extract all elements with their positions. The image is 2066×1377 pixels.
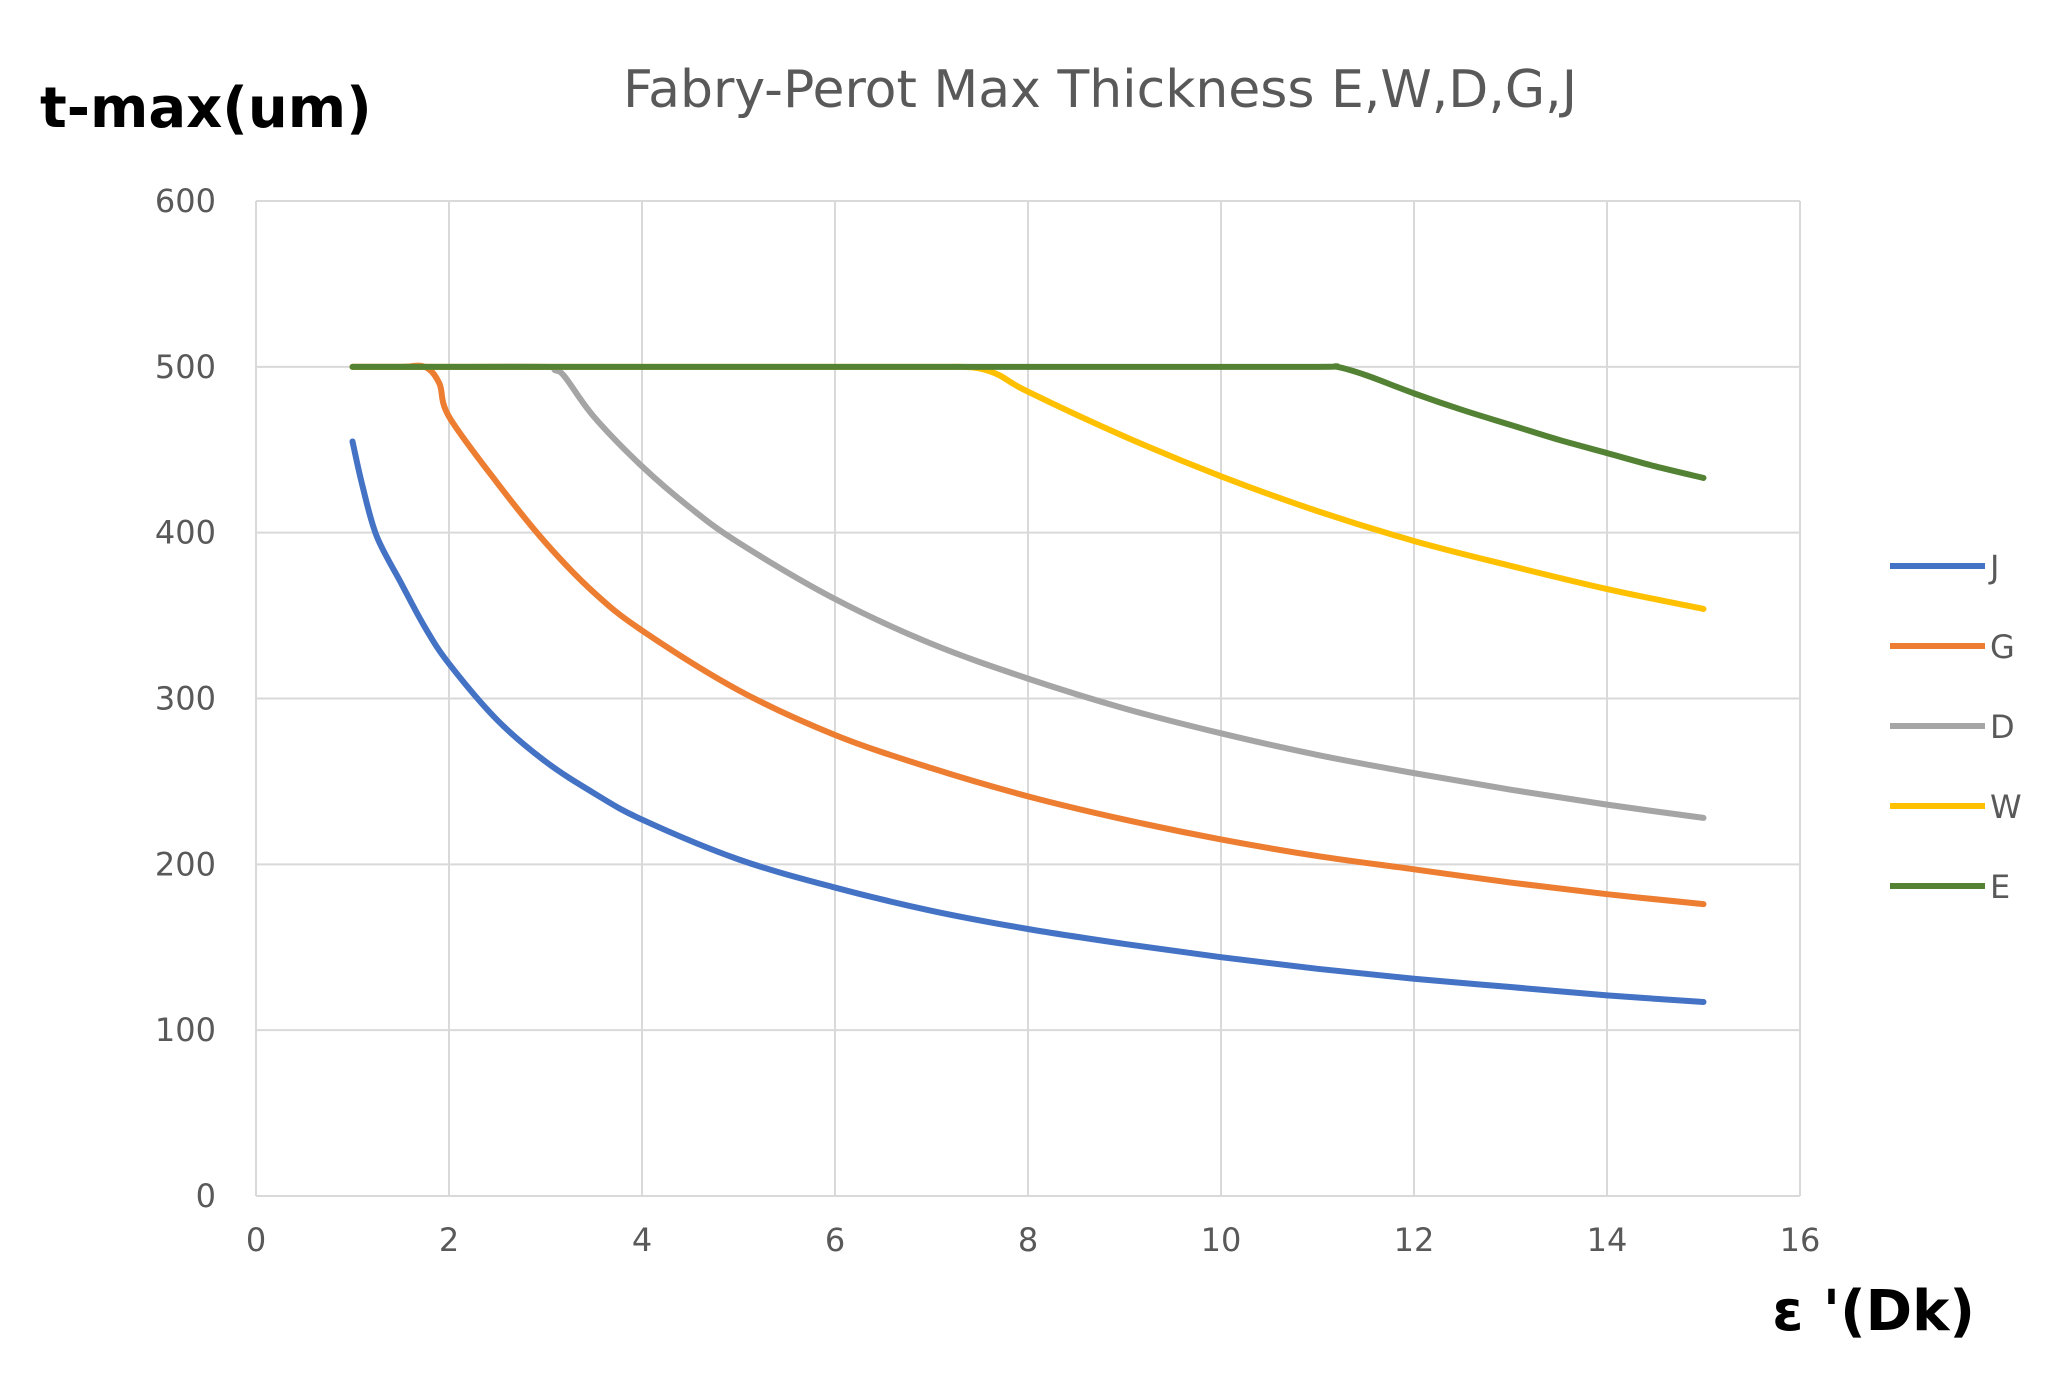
y-axis-label: t-max(um) bbox=[40, 76, 372, 141]
x-tick-label: 16 bbox=[1780, 1221, 1821, 1259]
series-line-D bbox=[349, 363, 1707, 821]
chart-title: Fabry-Perot Max Thickness E,W,D,G,J bbox=[623, 60, 1577, 120]
legend-label-J: J bbox=[1988, 548, 1999, 586]
series-line-E bbox=[349, 363, 1707, 481]
legend-label-D: D bbox=[1990, 708, 2015, 746]
y-tick-label: 200 bbox=[155, 845, 216, 883]
legend-label-G: G bbox=[1990, 628, 2015, 666]
legend-label-W: W bbox=[1990, 788, 2022, 826]
x-tick-label: 4 bbox=[632, 1221, 652, 1259]
legend: J G D W E bbox=[1890, 548, 2022, 906]
legend-label-E: E bbox=[1990, 868, 2010, 906]
series-line-J bbox=[349, 438, 1707, 1005]
series-lines bbox=[349, 362, 1707, 1005]
y-tick-label: 100 bbox=[155, 1011, 216, 1049]
y-tick-label: 300 bbox=[155, 680, 216, 718]
x-tick-label: 0 bbox=[246, 1221, 266, 1259]
y-tick-label: 500 bbox=[155, 348, 216, 386]
y-tick-label: 600 bbox=[155, 182, 216, 220]
x-axis-ticks: 0 2 4 6 8 10 12 14 16 bbox=[246, 1221, 1821, 1259]
x-tick-label: 2 bbox=[439, 1221, 459, 1259]
x-tick-label: 6 bbox=[825, 1221, 845, 1259]
x-tick-label: 10 bbox=[1201, 1221, 1242, 1259]
x-axis-label: ε '(Dk) bbox=[1772, 1279, 1975, 1344]
y-axis-ticks: 0 100 200 300 400 500 600 bbox=[155, 182, 216, 1215]
x-tick-label: 14 bbox=[1587, 1221, 1628, 1259]
y-tick-label: 0 bbox=[196, 1177, 216, 1215]
gridlines bbox=[255, 200, 1801, 1197]
x-tick-label: 12 bbox=[1394, 1221, 1435, 1259]
y-tick-label: 400 bbox=[155, 514, 216, 552]
x-tick-label: 8 bbox=[1018, 1221, 1038, 1259]
series-line-G bbox=[349, 362, 1707, 908]
